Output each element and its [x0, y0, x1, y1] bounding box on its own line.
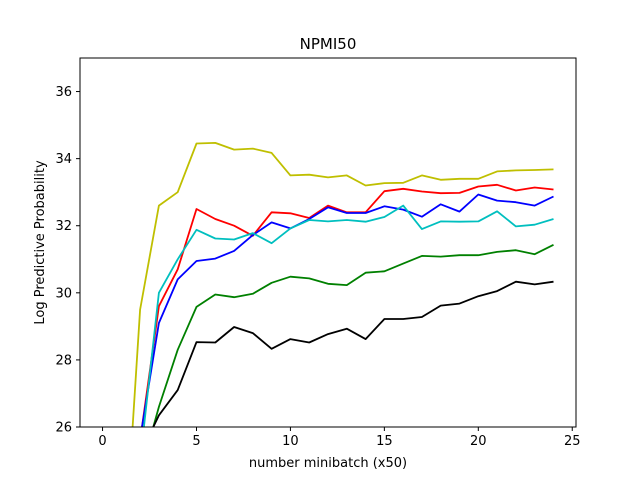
- series-line-3: [141, 193, 554, 427]
- x-tick-label: 20: [470, 434, 487, 449]
- series-line-5: [152, 243, 554, 427]
- y-tick-label: 34: [55, 152, 72, 167]
- y-axis-label: Log Predictive Probability: [33, 160, 48, 325]
- series-line-1: [131, 141, 554, 427]
- series-layer: [131, 141, 554, 427]
- chart-title: NPMI50: [300, 35, 357, 53]
- series-line-6: [152, 280, 554, 427]
- x-tick-label: 25: [564, 434, 581, 449]
- plot-frame: [79, 57, 577, 428]
- series-line-4: [143, 204, 554, 427]
- y-tick-label: 26: [55, 421, 72, 436]
- y-tick-label: 30: [55, 286, 72, 301]
- y-tick-label: 28: [55, 353, 72, 368]
- x-axis-label: number minibatch (x50): [249, 456, 407, 471]
- x-tick-label: 5: [192, 434, 200, 449]
- x-tick-label: 10: [282, 434, 299, 449]
- y-tick-label: 36: [55, 85, 72, 100]
- y-tick-label: 32: [55, 219, 72, 234]
- tick-layer: 0 5 10 15 20 25 26 28 30 32 34 36: [55, 85, 580, 449]
- x-tick-label: 15: [376, 434, 393, 449]
- x-tick-label: 0: [98, 434, 106, 449]
